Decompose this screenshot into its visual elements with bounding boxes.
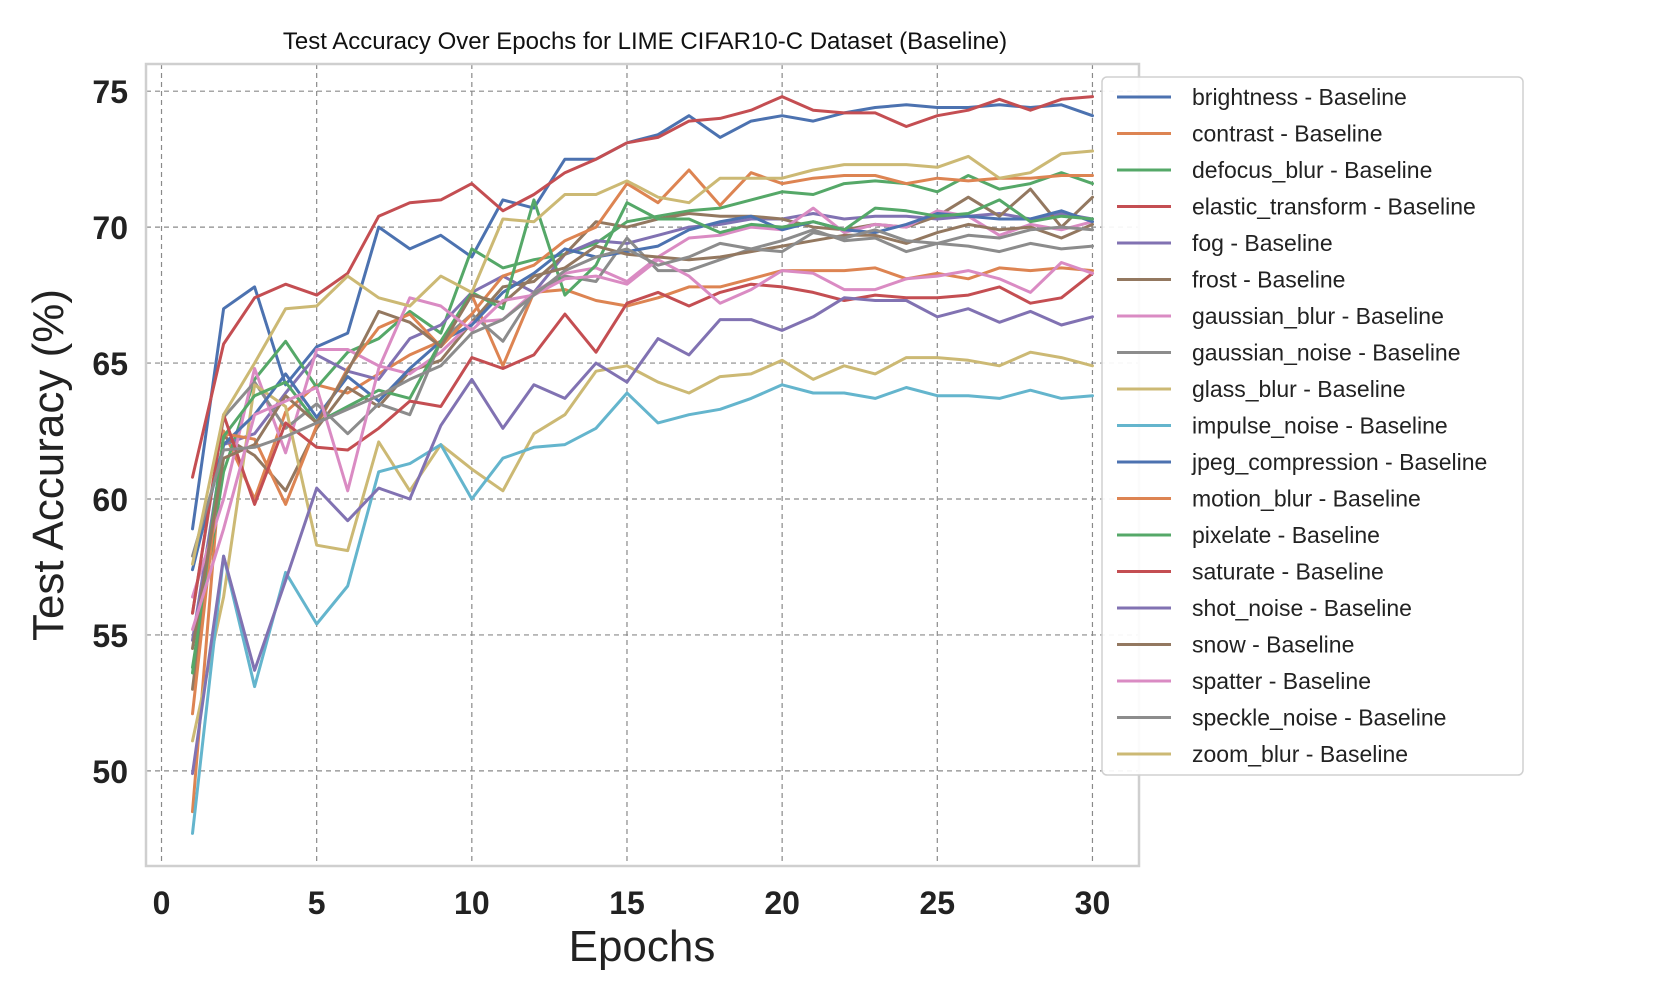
- y-tick-labels: 50 55 60 65 70 75: [92, 74, 128, 790]
- series-line-fog: [191, 212, 1094, 642]
- x-tick-label: 20: [764, 885, 800, 921]
- x-axis-label: Epochs: [569, 922, 716, 971]
- legend-label: fog - Baseline: [1192, 230, 1333, 256]
- series-line-elastic-transform: [191, 95, 1094, 479]
- y-tick-label: 75: [92, 74, 128, 110]
- series-lines: [191, 95, 1094, 835]
- legend-label: brightness - Baseline: [1192, 84, 1407, 110]
- legend-label: gaussian_blur - Baseline: [1192, 303, 1444, 329]
- series-line-shot-noise: [191, 296, 1094, 776]
- y-tick-label: 70: [92, 210, 128, 246]
- x-tick-label: 5: [308, 885, 326, 921]
- legend-label: motion_blur - Baseline: [1192, 486, 1421, 512]
- series-line-spatter: [191, 258, 1094, 631]
- y-tick-label: 60: [92, 482, 128, 518]
- legend-label: defocus_blur - Baseline: [1192, 157, 1432, 183]
- y-tick-label: 50: [92, 754, 128, 790]
- series-line-speckle-noise: [191, 225, 1094, 558]
- series-line-glass-blur: [191, 350, 1094, 743]
- legend-label: pixelate - Baseline: [1192, 522, 1380, 548]
- legend-label: gaussian_noise - Baseline: [1192, 340, 1461, 366]
- legend-box: [1101, 76, 1524, 776]
- legend-label: elastic_transform - Baseline: [1192, 194, 1476, 220]
- series-line-saturate: [191, 271, 1094, 615]
- x-tick-label: 10: [454, 885, 490, 921]
- legend-label: shot_noise - Baseline: [1192, 595, 1412, 621]
- legend-label: jpeg_compression - Baseline: [1191, 449, 1487, 475]
- legend-label: contrast - Baseline: [1192, 121, 1382, 147]
- series-line-frost: [191, 187, 1094, 691]
- x-tick-label: 25: [920, 885, 956, 921]
- legend-label: spatter - Baseline: [1192, 668, 1371, 694]
- legend-label: zoom_blur - Baseline: [1192, 741, 1408, 767]
- x-tick-label: 15: [609, 885, 645, 921]
- legend-label: impulse_noise - Baseline: [1192, 413, 1448, 439]
- series-line-brightness: [191, 103, 1094, 531]
- series-line-motion-blur: [191, 168, 1094, 716]
- y-axis-label: Test Accuracy (%): [24, 289, 73, 641]
- x-tick-label: 30: [1075, 885, 1111, 921]
- series-line-zoom-blur: [191, 149, 1094, 566]
- series-line-impulse-noise: [191, 383, 1094, 835]
- legend-label: glass_blur - Baseline: [1192, 376, 1406, 402]
- series-line-jpeg-compression: [191, 209, 1094, 572]
- series-line-pixelate: [191, 198, 1094, 675]
- series-line-gaussian-blur: [191, 206, 1094, 599]
- y-tick-label: 65: [92, 346, 128, 382]
- legend: brightness - Baseline contrast - Baseline…: [1101, 76, 1524, 776]
- series-line-defocus-blur: [191, 171, 1094, 669]
- legend-label: speckle_noise - Baseline: [1192, 705, 1446, 731]
- x-tick-labels: 0 5 10 15 20 25 30: [153, 885, 1111, 921]
- legend-label: saturate - Baseline: [1192, 559, 1384, 585]
- legend-label: frost - Baseline: [1192, 267, 1345, 293]
- x-tick-label: 0: [153, 885, 171, 921]
- y-tick-label: 55: [92, 618, 128, 654]
- legend-label: snow - Baseline: [1192, 632, 1354, 658]
- chart-title: Test Accuracy Over Epochs for LIME CIFAR…: [283, 28, 1007, 55]
